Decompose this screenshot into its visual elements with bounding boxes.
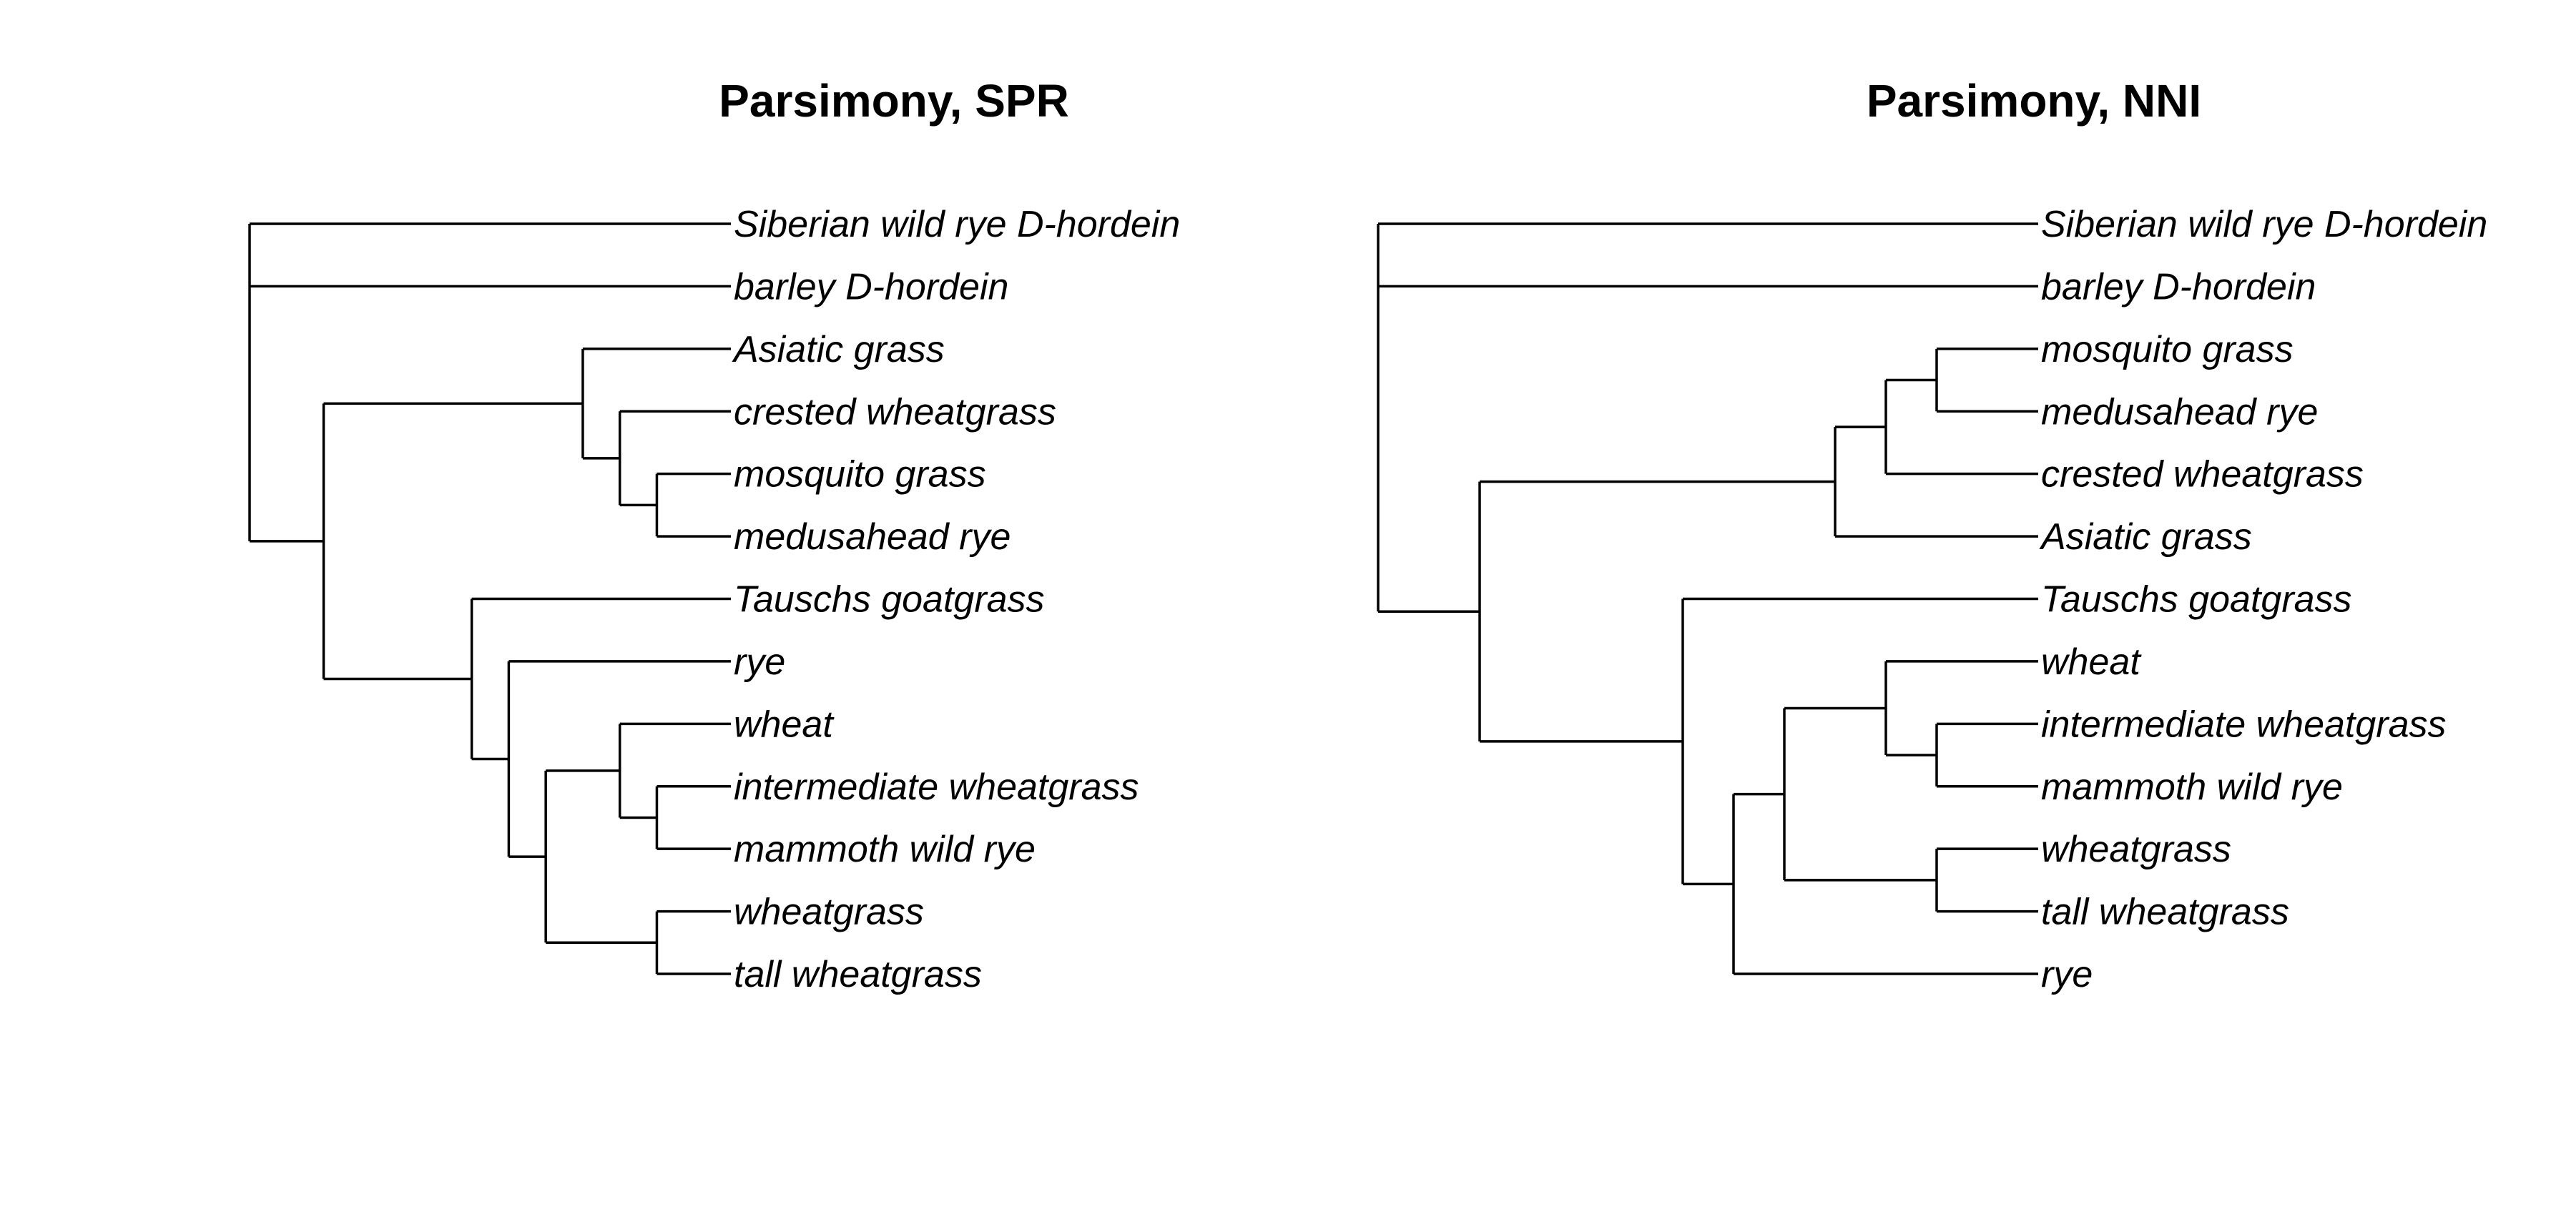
tip-label: barley D-hordein: [734, 266, 1008, 307]
tip-label: intermediate wheatgrass: [734, 767, 1139, 808]
tree-branches-nni: [1377, 222, 2038, 975]
tip-label: crested wheatgrass: [2041, 454, 2364, 496]
tip-label: wheatgrass: [734, 892, 924, 933]
tip-label: mammoth wild rye: [2041, 767, 2343, 808]
tip-label: crested wheatgrass: [734, 391, 1056, 433]
tip-label: tall wheatgrass: [734, 954, 982, 995]
tip-label: Asiatic grass: [732, 329, 945, 370]
tip-label: wheatgrass: [2041, 829, 2231, 870]
panel-title-nni: Parsimony, NNI: [1867, 75, 2201, 127]
tip-label: Siberian wild rye D-hordein: [734, 204, 1180, 245]
tip-label: Siberian wild rye D-hordein: [2041, 204, 2487, 245]
tree-labels-spr: Siberian wild rye D-hordein barley D-hord…: [732, 204, 1180, 995]
tree-panel-spr: Parsimony, SPR Siberian wild rye D-horde…: [248, 75, 1180, 995]
tree-labels-nni: Siberian wild rye D-hordein barley D-hord…: [2039, 204, 2487, 995]
tip-label: rye: [2041, 954, 2093, 995]
tree-panel-nni: Parsimony, NNI Siberian wild rye D-horde…: [1377, 75, 2487, 995]
tip-label: rye: [734, 641, 785, 683]
tip-label: wheat: [734, 704, 835, 745]
tip-label: mammoth wild rye: [734, 829, 1036, 870]
tip-label: medusahead rye: [734, 516, 1011, 558]
tip-label: wheat: [2041, 641, 2142, 683]
tip-label: medusahead rye: [2041, 391, 2318, 433]
tree-branches-spr: [248, 222, 731, 975]
tip-label: Asiatic grass: [2039, 516, 2252, 558]
tip-label: mosquito grass: [734, 454, 986, 496]
panel-title-spr: Parsimony, SPR: [719, 75, 1069, 127]
tip-label: intermediate wheatgrass: [2041, 704, 2447, 745]
tip-label: mosquito grass: [2041, 329, 2294, 370]
tip-label: Tauschs goatgrass: [734, 579, 1045, 621]
tip-label: barley D-hordein: [2041, 266, 2316, 307]
tip-label: Tauschs goatgrass: [2041, 579, 2352, 621]
tip-label: tall wheatgrass: [2041, 892, 2289, 933]
